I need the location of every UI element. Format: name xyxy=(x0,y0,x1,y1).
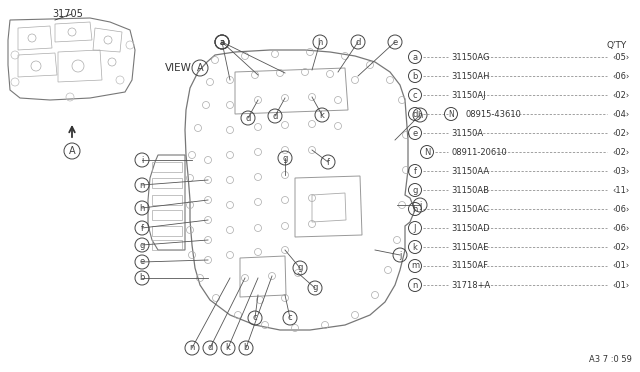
Text: g: g xyxy=(312,283,317,292)
Text: ‹02›: ‹02› xyxy=(612,90,630,99)
Text: d: d xyxy=(245,113,251,122)
Text: k: k xyxy=(225,343,230,353)
Text: e: e xyxy=(412,128,418,138)
Text: J: J xyxy=(413,224,416,232)
Text: ‹02›: ‹02› xyxy=(612,128,630,138)
Text: N: N xyxy=(448,109,454,119)
Text: ‹06›: ‹06› xyxy=(612,205,630,214)
Text: A3 7 :0 59: A3 7 :0 59 xyxy=(589,356,632,365)
Text: d: d xyxy=(412,109,418,119)
Text: 31150AD: 31150AD xyxy=(451,224,490,232)
Text: i: i xyxy=(141,155,143,164)
Text: b: b xyxy=(243,343,249,353)
Text: ‹04›: ‹04› xyxy=(612,109,630,119)
Text: 31150AA: 31150AA xyxy=(451,167,489,176)
Text: h: h xyxy=(317,38,323,46)
Text: n: n xyxy=(412,280,418,289)
Text: f: f xyxy=(413,167,417,176)
Text: Q'TY: Q'TY xyxy=(607,41,627,49)
Text: ‹06›: ‹06› xyxy=(612,224,630,232)
Text: j: j xyxy=(419,201,421,209)
Text: n: n xyxy=(140,180,145,189)
Text: ‹01›: ‹01› xyxy=(612,280,630,289)
Text: f: f xyxy=(326,157,330,167)
Text: f: f xyxy=(141,224,143,232)
Text: a: a xyxy=(412,52,417,61)
Text: ‹11›: ‹11› xyxy=(612,186,630,195)
Text: k: k xyxy=(413,243,417,251)
Text: d: d xyxy=(207,343,212,353)
Text: k: k xyxy=(319,110,324,119)
Text: j: j xyxy=(399,250,401,260)
Text: g: g xyxy=(140,241,145,250)
Text: g: g xyxy=(412,186,418,195)
Text: m: m xyxy=(411,262,419,270)
Text: n: n xyxy=(189,343,195,353)
Text: 31150A: 31150A xyxy=(451,128,483,138)
Text: 08911-20610: 08911-20610 xyxy=(451,148,507,157)
Text: 31718+A: 31718+A xyxy=(451,280,490,289)
Text: g: g xyxy=(298,263,303,273)
Text: N: N xyxy=(424,148,430,157)
Text: ‹05›: ‹05› xyxy=(612,52,630,61)
Text: c: c xyxy=(253,314,257,323)
Text: 31150AG: 31150AG xyxy=(451,52,490,61)
Text: d: d xyxy=(355,38,361,46)
Text: b: b xyxy=(412,71,418,80)
Text: d: d xyxy=(272,112,278,121)
Text: A: A xyxy=(196,63,204,73)
Text: ‹06›: ‹06› xyxy=(612,71,630,80)
Text: ‹02›: ‹02› xyxy=(612,243,630,251)
Text: 08915-43610: 08915-43610 xyxy=(466,109,522,119)
Text: e: e xyxy=(140,257,145,266)
Text: g: g xyxy=(282,154,288,163)
Text: 31150AH: 31150AH xyxy=(451,71,490,80)
Text: 31150AJ: 31150AJ xyxy=(451,90,486,99)
Text: 31705: 31705 xyxy=(52,9,83,19)
Text: VIEW: VIEW xyxy=(165,63,192,73)
Text: c: c xyxy=(413,90,417,99)
Text: h: h xyxy=(140,203,145,212)
Text: a: a xyxy=(220,38,225,46)
Text: ‹03›: ‹03› xyxy=(612,167,630,176)
Text: ‹01›: ‹01› xyxy=(612,262,630,270)
Text: A: A xyxy=(68,146,76,156)
Text: a: a xyxy=(220,38,225,46)
Text: c: c xyxy=(288,314,292,323)
Text: 31150AF: 31150AF xyxy=(451,262,488,270)
Text: a: a xyxy=(220,38,225,46)
Text: 31150AE: 31150AE xyxy=(451,243,488,251)
Text: 31150AB: 31150AB xyxy=(451,186,489,195)
Text: ‹02›: ‹02› xyxy=(612,148,630,157)
Text: b: b xyxy=(140,273,145,282)
Text: h: h xyxy=(417,110,422,119)
Text: h: h xyxy=(412,205,418,214)
Text: e: e xyxy=(392,38,397,46)
Text: 31150AC: 31150AC xyxy=(451,205,489,214)
